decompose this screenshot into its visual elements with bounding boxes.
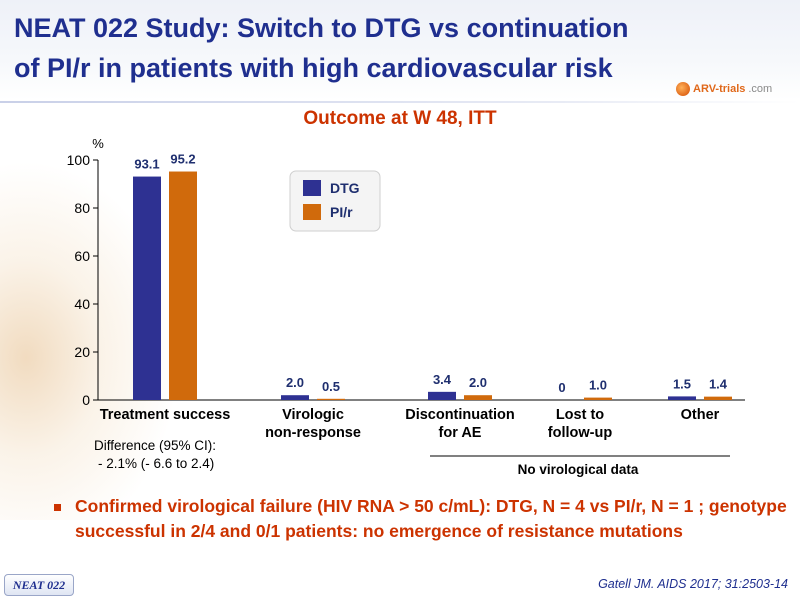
- study-badge: NEAT 022: [4, 574, 74, 596]
- legend-label: DTG: [330, 180, 360, 196]
- y-tick-label: 0: [82, 392, 90, 408]
- logo-icon: [676, 82, 690, 96]
- y-tick-label: 40: [74, 296, 90, 312]
- bar-pir: [317, 398, 345, 400]
- header-divider: [0, 101, 800, 103]
- category-label: for AE: [439, 425, 482, 441]
- legend-label: PI/r: [330, 204, 353, 220]
- data-label: 3.4: [433, 372, 452, 387]
- bar-pir: [584, 397, 612, 400]
- logo-text-main: ARV-trials: [693, 83, 746, 95]
- y-tick-label: 100: [67, 152, 91, 168]
- category-label: Treatment success: [100, 407, 231, 423]
- data-label: 93.1: [134, 157, 159, 172]
- bullet-text: Confirmed virological failure (HIV RNA >…: [75, 496, 787, 541]
- difference-annotation-line2: - 2.1% (- 6.6 to 2.4): [98, 456, 214, 471]
- slide-title: NEAT 022 Study: Switch to DTG vs continu…: [14, 8, 704, 88]
- bar-pir: [169, 171, 197, 400]
- y-tick-label: 80: [74, 200, 90, 216]
- data-label: 0.5: [322, 379, 340, 394]
- legend-swatch-dtg: [303, 180, 321, 196]
- data-label: 95.2: [170, 152, 195, 167]
- category-label: Other: [681, 407, 720, 423]
- difference-annotation-line1: Difference (95% CI):: [94, 438, 216, 453]
- data-label: 2.0: [286, 375, 304, 390]
- category-label: Lost to: [556, 407, 604, 423]
- data-label: 0: [558, 380, 565, 395]
- logo-text-domain: .com: [748, 83, 773, 95]
- bullet-point: Confirmed virological failure (HIV RNA >…: [54, 494, 794, 544]
- data-label: 1.4: [709, 377, 728, 392]
- group-bracket-label: No virological data: [518, 462, 639, 477]
- category-label: Discontinuation: [405, 407, 515, 423]
- header-band: [0, 0, 800, 100]
- title-line-1: NEAT 022 Study: Switch to DTG vs continu…: [14, 13, 629, 43]
- bar-dtg: [668, 396, 696, 400]
- title-line-2: of PI/r in patients with high cardiovasc…: [14, 53, 613, 83]
- category-label: follow-up: [548, 425, 613, 441]
- y-axis-label: %: [92, 136, 104, 151]
- arv-trials-logo: ARV-trials .com: [676, 80, 772, 98]
- data-label: 2.0: [469, 375, 487, 390]
- category-label: non-response: [265, 425, 361, 441]
- bar-pir: [704, 396, 732, 400]
- legend-swatch-pir: [303, 204, 321, 220]
- y-tick-label: 60: [74, 248, 90, 264]
- y-tick-label: 20: [74, 344, 90, 360]
- data-label: 1.0: [589, 378, 607, 393]
- category-label: Virologic: [282, 407, 344, 423]
- citation: Gatell JM. AIDS 2017; 31:2503-14: [598, 577, 788, 591]
- data-label: 1.5: [673, 376, 691, 391]
- chart-title: Outcome at W 48, ITT: [303, 108, 497, 129]
- bar-dtg: [428, 391, 456, 400]
- bar-chart: % 0 20 40 60 80 100 93.1 2.0 3.4 0 1.5 95.2 0.5 2.0 1.0…: [67, 136, 745, 477]
- bar-pir: [464, 395, 492, 400]
- bar-dtg: [281, 395, 309, 400]
- bullet-square-icon: [54, 504, 61, 511]
- bar-dtg: [133, 176, 161, 400]
